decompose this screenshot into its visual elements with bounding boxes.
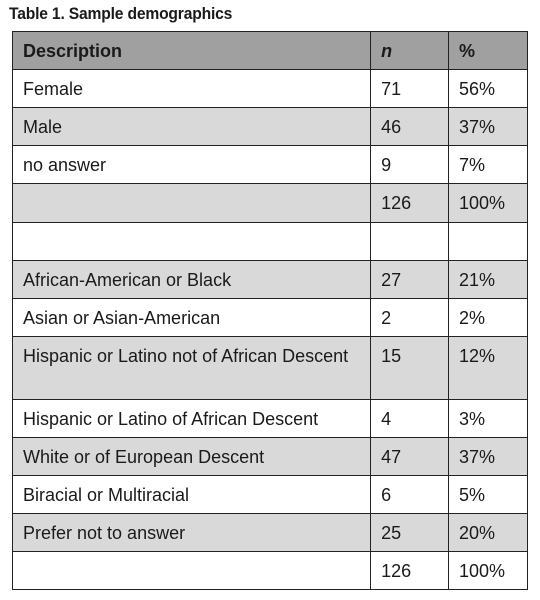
row-description: Male bbox=[11, 107, 372, 146]
table-row: Hispanic or Latino not of African Descen… bbox=[11, 336, 528, 400]
row-n: 126 bbox=[370, 551, 450, 590]
row-description: African-American or Black bbox=[11, 260, 372, 299]
row-n: 2 bbox=[370, 298, 450, 337]
row-percent: 12% bbox=[448, 336, 528, 400]
row-percent: 20% bbox=[448, 513, 528, 552]
row-percent: 5% bbox=[448, 475, 528, 514]
header-description: Description bbox=[11, 31, 372, 70]
row-percent: 100% bbox=[448, 183, 528, 223]
row-description: White or of European Descent bbox=[11, 437, 372, 476]
row-description: Female bbox=[11, 69, 372, 108]
row-percent: 21% bbox=[448, 260, 528, 299]
row-n: 46 bbox=[370, 107, 450, 146]
row-n: 71 bbox=[370, 69, 450, 108]
total-row: 126 100% bbox=[11, 183, 528, 223]
row-description bbox=[11, 183, 372, 223]
row-description: Hispanic or Latino of African Descent bbox=[11, 399, 372, 438]
row-percent bbox=[448, 222, 528, 261]
row-percent: 37% bbox=[448, 437, 528, 476]
row-percent: 37% bbox=[448, 107, 528, 146]
header-percent: % bbox=[448, 31, 528, 70]
row-description: Asian or Asian-American bbox=[11, 298, 372, 337]
table-row: African-American or Black 27 21% bbox=[11, 260, 528, 299]
row-percent: 56% bbox=[448, 69, 528, 108]
row-percent: 7% bbox=[448, 145, 528, 184]
table-row: White or of European Descent 47 37% bbox=[11, 437, 528, 476]
row-n: 9 bbox=[370, 145, 450, 184]
table-row: Prefer not to answer 25 20% bbox=[11, 513, 528, 552]
row-percent: 3% bbox=[448, 399, 528, 438]
row-n: 15 bbox=[370, 336, 450, 400]
row-description: Prefer not to answer bbox=[11, 513, 372, 552]
row-description: Hispanic or Latino not of African Descen… bbox=[11, 336, 372, 400]
row-n bbox=[370, 222, 450, 261]
table-row: no answer 9 7% bbox=[11, 145, 528, 184]
header-n: n bbox=[370, 31, 450, 70]
table-row: Hispanic or Latino of African Descent 4 … bbox=[11, 399, 528, 438]
row-description: Biracial or Multiracial bbox=[11, 475, 372, 514]
row-n: 6 bbox=[370, 475, 450, 514]
row-n: 4 bbox=[370, 399, 450, 438]
table-row: Male 46 37% bbox=[11, 107, 528, 146]
header-row: Description n % bbox=[11, 31, 528, 70]
row-description bbox=[11, 551, 372, 590]
row-percent: 100% bbox=[448, 551, 528, 590]
table-row: Female 71 56% bbox=[11, 69, 528, 108]
row-n: 47 bbox=[370, 437, 450, 476]
row-n: 25 bbox=[370, 513, 450, 552]
row-description bbox=[11, 222, 372, 261]
demographics-table: Description n % Female 71 56% Male 46 37… bbox=[11, 31, 528, 590]
table-title: Table 1. Sample demographics bbox=[9, 4, 233, 23]
spacer-row bbox=[11, 222, 528, 261]
row-percent: 2% bbox=[448, 298, 528, 337]
table-row: Biracial or Multiracial 6 5% bbox=[11, 475, 528, 514]
row-n: 27 bbox=[370, 260, 450, 299]
row-description: no answer bbox=[11, 145, 372, 184]
table-row: Asian or Asian-American 2 2% bbox=[11, 298, 528, 337]
row-n: 126 bbox=[370, 183, 450, 223]
total-row: 126 100% bbox=[11, 551, 528, 590]
